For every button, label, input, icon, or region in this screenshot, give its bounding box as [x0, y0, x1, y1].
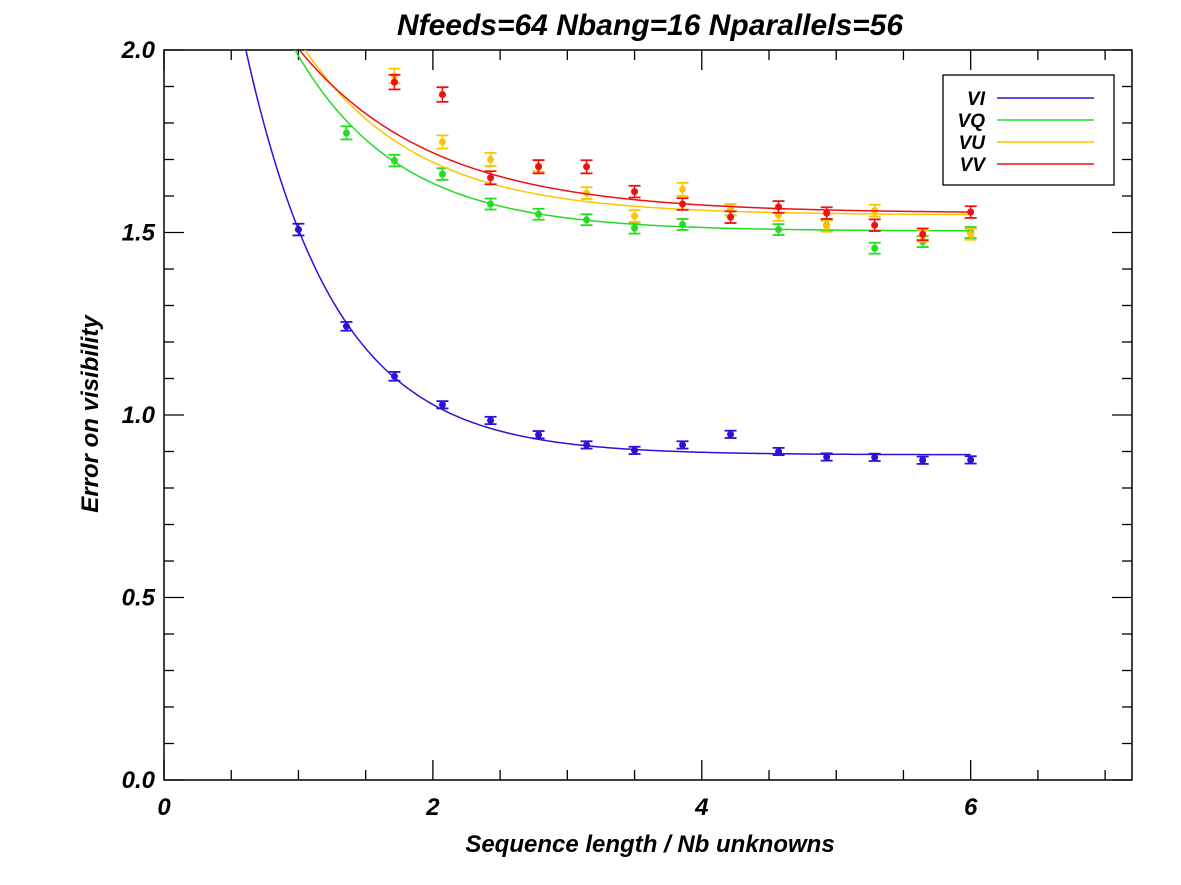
x-tick-label: 4	[694, 794, 708, 821]
data-point-vv	[967, 208, 975, 216]
data-point-vi	[823, 453, 831, 461]
x-tick-label: 2	[425, 794, 440, 821]
data-point-vi	[871, 453, 879, 461]
data-point-vu	[967, 230, 975, 238]
data-point-vv	[438, 91, 446, 99]
data-point-vv	[679, 200, 687, 208]
legend-box	[942, 74, 1115, 186]
data-point-vv	[727, 213, 735, 221]
data-point-vu	[631, 212, 639, 220]
legend-label: VQ	[958, 111, 986, 132]
data-point-vv	[823, 209, 831, 217]
y-tick-label: 1.5	[122, 220, 156, 247]
data-point-vv	[775, 203, 783, 211]
data-point-vq	[342, 129, 350, 137]
data-point-vi	[967, 456, 975, 464]
data-point-vv	[871, 221, 879, 229]
data-point-vq	[679, 220, 687, 228]
x-tick-label: 6	[964, 794, 978, 821]
y-tick-label: 1.0	[122, 402, 156, 429]
data-point-vq	[390, 157, 398, 165]
legend-label: VU	[959, 133, 987, 154]
data-point-vq	[631, 224, 639, 232]
data-point-vq	[871, 244, 879, 252]
data-point-vi	[919, 456, 927, 464]
data-point-vu	[487, 156, 495, 163]
data-point-vi	[775, 448, 783, 455]
data-point-vq	[438, 170, 446, 178]
x-axis-label: Sequence length / Nb unknowns	[465, 831, 834, 858]
legend-label: VV	[960, 155, 987, 176]
data-point-vi	[583, 441, 591, 449]
y-tick-label: 0.0	[122, 767, 156, 794]
data-point-vi	[342, 322, 350, 330]
data-point-vu	[438, 138, 446, 146]
data-point-vi	[438, 401, 446, 409]
data-point-vv	[535, 163, 543, 171]
data-point-vv	[390, 78, 398, 86]
data-point-vv	[583, 163, 591, 171]
x-tick-label: 0	[157, 794, 171, 821]
y-axis-label: Error on visibility	[77, 314, 104, 513]
y-tick-label: 0.5	[122, 585, 156, 612]
data-point-vi	[390, 372, 398, 380]
fit-curve-vu	[304, 50, 971, 216]
chart-title: Nfeeds=64 Nbang=16 Nparallels=56	[397, 9, 903, 42]
fit-curve-vv	[299, 50, 971, 213]
data-point-vi	[487, 416, 495, 424]
data-point-vu	[823, 222, 831, 230]
data-point-vi	[294, 226, 302, 234]
data-point-vu	[679, 185, 687, 193]
fit-curve-vi	[245, 50, 971, 456]
data-point-vi	[727, 430, 735, 438]
y-tick-label: 2.0	[121, 37, 156, 64]
fit-curve-vq	[294, 50, 971, 232]
legend-label: VI	[967, 89, 986, 110]
data-point-vi	[679, 441, 687, 449]
data-point-vq	[775, 226, 783, 234]
plot-area: 0 2 4 6 0.0 0.5 1.0 1.5 2.0	[121, 37, 1133, 821]
data-point-vv	[487, 174, 495, 182]
data-point-vv	[631, 188, 639, 196]
data-point-vq	[583, 216, 591, 224]
data-point-vi	[535, 431, 543, 439]
data-point-vq	[487, 200, 495, 208]
data-point-vv	[919, 230, 927, 238]
data-point-vi	[631, 446, 639, 454]
data-point-vq	[535, 210, 543, 218]
